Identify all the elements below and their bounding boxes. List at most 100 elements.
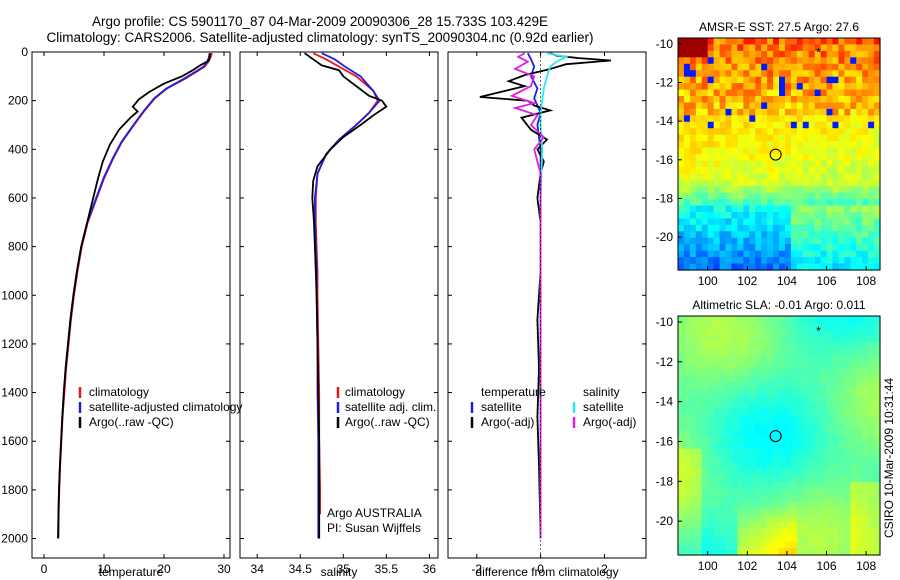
sla-field-cell: [689, 329, 697, 337]
sla-field-cell: [838, 488, 845, 496]
sla-field-cell: [761, 395, 768, 403]
sst-field-cell: [695, 179, 703, 187]
sla-field-cell: [773, 501, 780, 510]
sla-field-cell: [874, 322, 881, 330]
sla-field-cell: [749, 422, 756, 430]
sla-field-cell: [862, 382, 869, 390]
sla-field-cell: [850, 495, 857, 503]
sla-field-cell: [743, 382, 750, 390]
sst-field-cell: [868, 250, 875, 258]
sst-field-cell: [868, 147, 875, 155]
sst-field-cell: [802, 121, 810, 129]
sst-field-cell: [737, 257, 744, 265]
sst-field-cell: [701, 89, 709, 97]
sst-field-cell: [725, 44, 733, 52]
sst-field-cell: [796, 134, 804, 142]
sla-field-cell: [850, 355, 857, 364]
sla-field-cell: [725, 468, 733, 476]
sst-field-cell: [874, 70, 881, 78]
sla-field-cell: [737, 448, 744, 457]
sst-field-cell: [779, 147, 786, 155]
sla-field-cell: [826, 495, 834, 503]
sla-field-cell: [838, 501, 845, 510]
sst-field-cell: [683, 147, 691, 155]
sst-field-cell: [779, 63, 786, 71]
sst-field-cell: [820, 160, 828, 168]
temperature-xtick-label: 10: [97, 562, 111, 576]
sla-field-cell: [713, 508, 721, 516]
sla-field-cell: [856, 488, 863, 496]
sst-field-cell: [820, 50, 828, 58]
sla-field-cell: [719, 408, 727, 417]
sst-field-cell: [737, 108, 744, 116]
sst-field-cell: [767, 128, 774, 136]
sst-field-cell: [814, 108, 822, 116]
sla-field-cell: [701, 508, 709, 516]
temperature-ytick-label: 200: [8, 94, 28, 108]
sla-field-cell: [868, 428, 875, 437]
sst-field-cell: [790, 44, 798, 52]
sla-field-cell: [826, 508, 834, 516]
sla-field-cell: [719, 475, 727, 483]
sla-field-cell: [725, 528, 733, 536]
sla-field-cell: [761, 369, 768, 377]
sla-field-cell: [725, 322, 733, 330]
sst-field-cell: [814, 237, 822, 245]
sla-field-cell: [725, 342, 733, 350]
sla-field-cell: [779, 382, 786, 390]
sla-field-cell: [767, 428, 774, 437]
sst-field-cell: [749, 237, 756, 245]
sla-field-cell: [761, 422, 768, 430]
sla-field-cell: [838, 349, 845, 357]
sst-field-cell: [862, 50, 869, 58]
sst-field-cell: [814, 134, 822, 142]
sla-field-cell: [701, 468, 709, 476]
sst-field-cell: [731, 192, 739, 200]
sst-field-cell: [838, 257, 845, 265]
sla-field-cell: [767, 349, 774, 357]
sla-field-cell: [862, 475, 869, 483]
sst-field-cell: [743, 263, 750, 271]
sst-field-cell: [796, 83, 804, 91]
sla-field-cell: [826, 362, 834, 370]
sla-field-cell: [678, 521, 685, 530]
sla-field-cell: [701, 362, 709, 370]
sla-field-cell: [695, 389, 703, 397]
sla-field-cell: [826, 455, 834, 463]
sst-field-cell: [743, 179, 750, 187]
sst-field-cell: [678, 192, 685, 200]
sla-field-cell: [868, 508, 875, 516]
sst-field-cell: [862, 199, 869, 207]
sla-field-cell: [862, 428, 869, 437]
sla-field-cell: [731, 435, 739, 443]
sla-field-cell: [701, 475, 709, 483]
sla-field-cell: [796, 355, 804, 364]
sla-field-cell: [749, 475, 756, 483]
sst-field-cell: [678, 115, 685, 123]
sla-field-cell: [856, 541, 863, 549]
sla-field-cell: [755, 508, 762, 516]
sst-field-cell: [755, 231, 762, 239]
sla-ytick-label: -10: [656, 315, 674, 329]
sla-field-cell: [874, 501, 881, 510]
sst-field-cell: [749, 121, 756, 129]
sla-field-cell: [826, 535, 834, 543]
sla-field-cell: [874, 488, 881, 496]
sla-field-cell: [820, 422, 828, 430]
sla-field-cell: [689, 369, 697, 377]
sst-field-cell: [719, 63, 727, 71]
sst-field-cell: [737, 115, 744, 123]
sst-field-cell: [850, 237, 857, 245]
sla-field-cell: [844, 442, 851, 450]
sla-field-cell: [844, 408, 851, 417]
sst-field-cell: [796, 108, 804, 116]
sst-field-cell: [874, 38, 881, 46]
sst-field-cell: [743, 83, 750, 91]
sst-field-cell: [844, 96, 851, 104]
sla-field-cell: [695, 329, 703, 337]
sst-field-cell: [856, 44, 863, 52]
sla-field-cell: [790, 488, 798, 496]
sst-field-cell: [856, 263, 863, 271]
sla-field-cell: [874, 422, 881, 430]
